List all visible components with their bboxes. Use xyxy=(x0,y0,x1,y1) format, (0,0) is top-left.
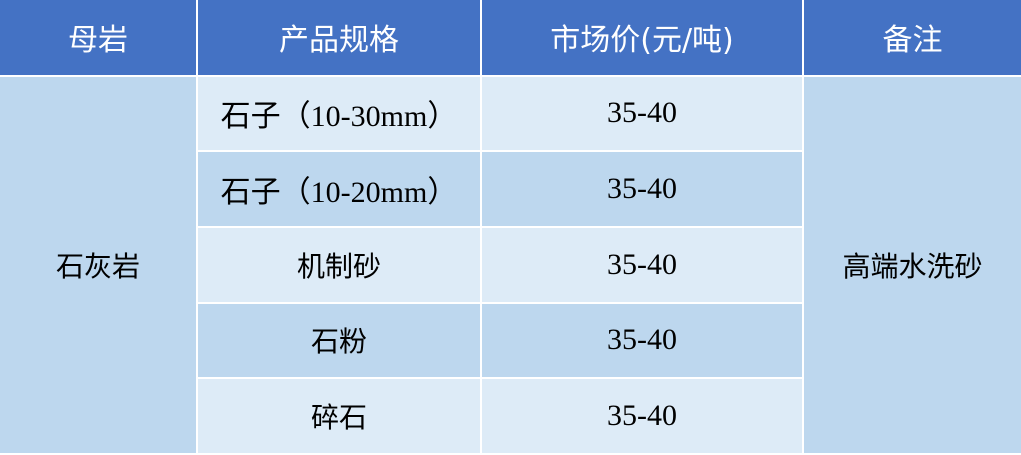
price-cell: 35-40 xyxy=(480,377,803,455)
spec-cell: 石子（10-30mm） xyxy=(196,74,482,153)
spec-cell: 碎石 xyxy=(197,377,482,455)
header-rock: 母岩 xyxy=(0,0,198,77)
price-cell: 35-40 xyxy=(480,225,803,304)
header-price: 市场价(元/吨) xyxy=(480,0,804,77)
table-row: 碎石 35-40 xyxy=(0,377,1021,455)
note-cell: 高端水洗砂 xyxy=(802,74,1021,455)
table-row: 机制砂 35-40 xyxy=(0,225,1021,304)
header-row: 母岩 产品规格 市场价(元/吨) 备注 xyxy=(0,0,1021,77)
table-row: 石灰岩 石子（10-30mm） 35-40 高端水洗砂 xyxy=(0,74,1021,455)
spec-cell: 石子（10-20mm） xyxy=(197,150,482,228)
spec-cell: 石粉 xyxy=(197,301,482,380)
price-cell: 35-40 xyxy=(480,301,803,380)
header-spec: 产品规格 xyxy=(196,0,482,77)
table-row: 石粉 35-40 xyxy=(0,301,1021,380)
header-note: 备注 xyxy=(802,0,1021,77)
table-row: 石子（10-20mm） 35-40 xyxy=(0,150,1021,228)
price-cell: 35-40 xyxy=(480,74,804,153)
rock-cell: 石灰岩 xyxy=(0,74,198,455)
spec-cell: 机制砂 xyxy=(197,225,482,304)
price-cell: 35-40 xyxy=(480,150,803,228)
